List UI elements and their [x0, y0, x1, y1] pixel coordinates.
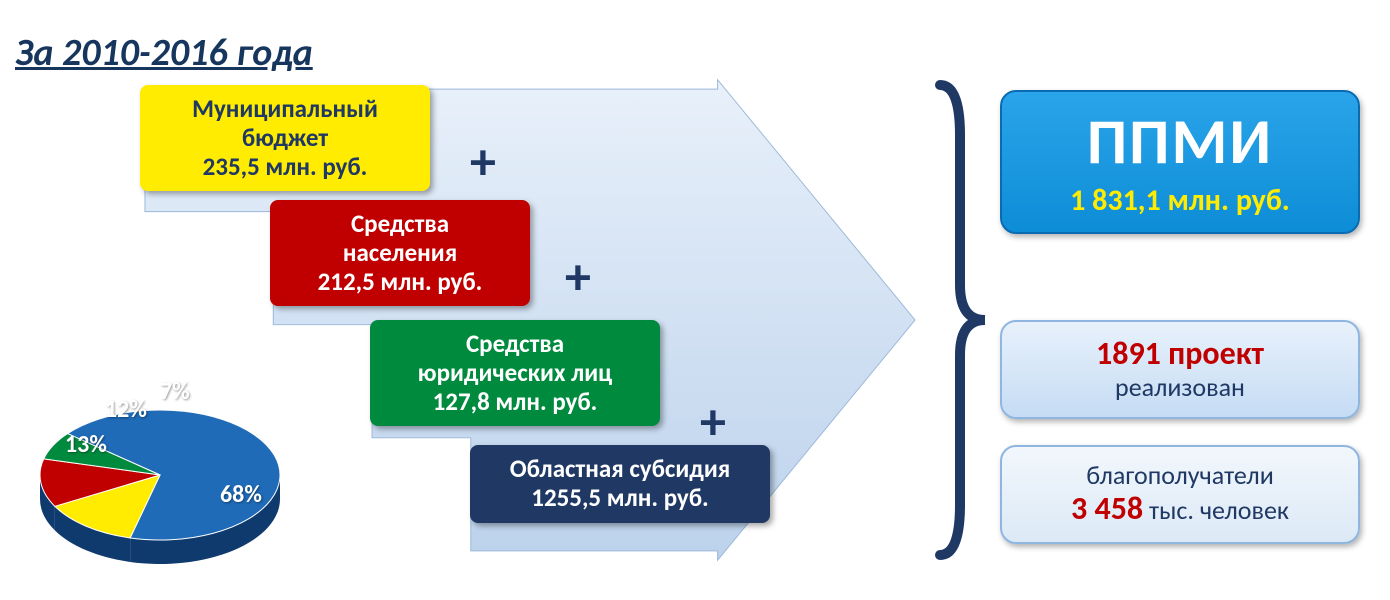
page-title: За 2010-2016 года — [15, 30, 313, 76]
pie-slice-label-1: 13% — [65, 430, 107, 459]
source-label: Муниципальный бюджет — [164, 95, 406, 153]
source-label: Областная субсидия — [494, 455, 746, 484]
source-box-2: Средства юридических лиц127,8 млн. руб. — [370, 320, 660, 426]
pie-slice-label-0: 68% — [220, 480, 262, 509]
result-projects-box: 1891 проект реализован — [1000, 320, 1360, 419]
projects-count: 1891 проект — [1020, 336, 1340, 373]
pie-chart: 68% 13% 12% 7% — [20, 375, 300, 575]
plus-icon: + — [565, 250, 591, 302]
projects-label: реализован — [1020, 373, 1340, 403]
source-box-1: Средства населения212,5 млн. руб. — [270, 200, 530, 306]
source-value: 1255,5 млн. руб. — [494, 484, 746, 513]
source-value: 235,5 млн. руб. — [164, 153, 406, 182]
plus-icon: + — [700, 395, 726, 447]
source-label: Средства населения — [294, 210, 506, 268]
result-beneficiaries-box: благополучатели 3 458 тыс. человек — [1000, 445, 1360, 544]
brace-icon — [930, 75, 990, 565]
source-box-3: Областная субсидия1255,5 млн. руб. — [470, 445, 770, 523]
result-total-box: ППМИ 1 831,1 млн. руб. — [1000, 90, 1360, 234]
source-value: 127,8 млн. руб. — [394, 388, 636, 417]
pie-slice-label-3: 7% — [160, 377, 190, 406]
result-title: ППМИ — [1020, 106, 1340, 180]
beneficiaries-label: благополучатели — [1020, 461, 1340, 491]
result-sum: 1 831,1 млн. руб. — [1020, 184, 1340, 219]
source-value: 212,5 млн. руб. — [294, 268, 506, 297]
beneficiaries-count: 3 458 — [1071, 489, 1143, 528]
plus-icon: + — [470, 135, 496, 187]
source-label: Средства юридических лиц — [394, 330, 636, 388]
pie-slice-label-2: 12% — [105, 395, 147, 424]
source-box-0: Муниципальный бюджет235,5 млн. руб. — [140, 85, 430, 191]
beneficiaries-unit: тыс. человек — [1143, 494, 1289, 526]
